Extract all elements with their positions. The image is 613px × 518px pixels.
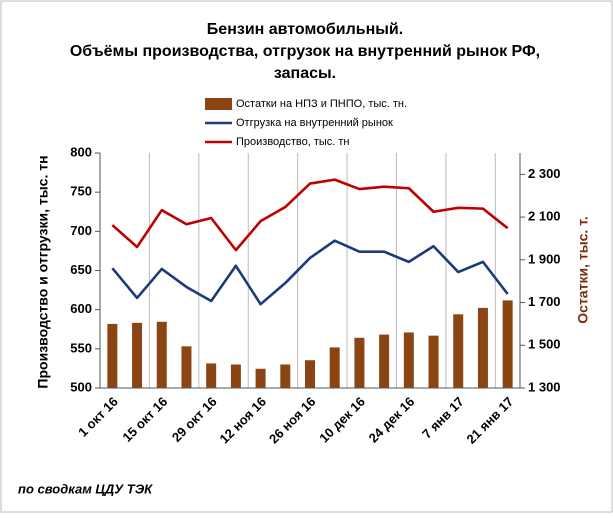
legend-label: Остатки на НПЗ и ПНПО, тыс. тн. — [236, 98, 407, 110]
bar — [477, 307, 488, 388]
bar — [107, 323, 118, 388]
bar — [181, 346, 192, 388]
bar — [428, 335, 439, 388]
bar — [132, 322, 143, 388]
y2-tick-label: 1 300 — [528, 379, 561, 394]
y2-axis-label: Остатки, тыс. т. — [575, 216, 591, 323]
bar — [403, 332, 414, 388]
bar — [280, 364, 291, 388]
y2-tick-label: 1 900 — [528, 251, 561, 266]
y2-tick-label: 2 100 — [528, 209, 561, 224]
line — [111, 239, 509, 306]
legend-swatch — [205, 98, 232, 110]
y2-tick-label: 1 500 — [528, 337, 561, 352]
bar — [379, 334, 390, 388]
chart-title: Объёмы производства, отгрузок на внутрен… — [70, 43, 540, 60]
y-tick-label: 750 — [70, 184, 92, 199]
legend-label: Производство, тыс. тн — [236, 136, 350, 148]
chart-title: Бензин автомобильный. — [207, 21, 403, 38]
bar — [156, 321, 167, 388]
bar — [453, 314, 464, 388]
y-tick-label: 600 — [70, 301, 92, 316]
line — [111, 178, 509, 252]
bar — [329, 347, 340, 388]
bar — [230, 364, 241, 388]
y-axis-label: Производство и отгрузки, тыс. тн — [35, 155, 51, 388]
bar — [206, 363, 217, 388]
bar — [502, 300, 513, 388]
y-tick-label: 800 — [70, 144, 92, 159]
y-tick-label: 650 — [70, 262, 92, 277]
legend-label: Отгрузка на внутренний рынок — [236, 117, 393, 129]
y-tick-label: 500 — [70, 379, 92, 394]
source-note: по сводкам ЦДУ ТЭК — [18, 481, 153, 496]
bar — [255, 368, 266, 388]
y2-tick-label: 1 700 — [528, 294, 561, 309]
bar — [305, 360, 315, 388]
y-tick-label: 700 — [70, 223, 92, 238]
y2-tick-label: 2 300 — [528, 166, 561, 181]
bar — [354, 337, 365, 388]
chart-title: запасы. — [274, 65, 336, 82]
y-tick-label: 550 — [70, 340, 92, 355]
